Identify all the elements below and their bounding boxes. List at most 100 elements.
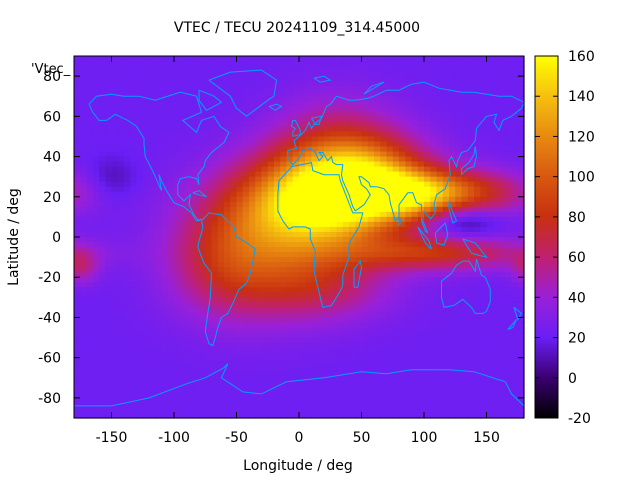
heatmap-cell (517, 257, 525, 263)
heatmap-cell (367, 211, 375, 218)
heatmap-cell (336, 302, 344, 308)
heatmap-cell (517, 161, 525, 168)
heatmap-cell (142, 126, 150, 133)
heatmap-cell (249, 216, 256, 223)
heatmap-cell (399, 342, 406, 349)
heatmap-cell (305, 242, 313, 248)
heatmap-cell (511, 151, 519, 158)
heatmap-cell (161, 181, 169, 188)
heatmap-cell (117, 191, 125, 198)
heatmap-cell (292, 307, 300, 314)
heatmap-cell (124, 211, 131, 218)
heatmap-cell (336, 86, 344, 92)
heatmap-cell (355, 116, 363, 122)
heatmap-cell (217, 267, 225, 273)
heatmap-cell (417, 161, 425, 168)
heatmap-cell (349, 226, 356, 233)
heatmap-cell (405, 206, 413, 213)
heatmap-cell (92, 151, 100, 158)
heatmap-cell (467, 377, 475, 384)
heatmap-cell (199, 156, 206, 163)
heatmap-cell (192, 201, 200, 208)
heatmap-cell (299, 342, 306, 349)
heatmap-cell (92, 257, 100, 263)
heatmap-cell (230, 387, 238, 394)
heatmap-cell (280, 66, 288, 72)
heatmap-cell (480, 66, 488, 72)
heatmap-cell (267, 161, 275, 168)
heatmap-cell (417, 352, 425, 359)
heatmap-cell (167, 126, 175, 133)
heatmap-cell (305, 362, 313, 369)
heatmap-cell (442, 166, 450, 173)
heatmap-cell (305, 181, 313, 188)
heatmap-cell (311, 332, 319, 339)
heatmap-cell (480, 226, 488, 233)
heatmap-cell (336, 237, 344, 243)
heatmap-cell (161, 382, 169, 389)
heatmap-cell (274, 181, 281, 188)
heatmap-cell (305, 126, 313, 133)
heatmap-cell (349, 171, 356, 178)
heatmap-cell (486, 377, 494, 384)
heatmap-cell (486, 347, 494, 354)
heatmap-cell (292, 191, 300, 198)
heatmap-cell (236, 292, 244, 298)
heatmap-cell (161, 56, 169, 62)
heatmap-cell (274, 267, 281, 273)
heatmap-cell (192, 181, 200, 188)
heatmap-cell (192, 61, 200, 67)
heatmap-cell (474, 226, 481, 233)
heatmap-cell (142, 362, 150, 369)
heatmap-cell (305, 377, 313, 384)
heatmap-cell (217, 76, 225, 82)
heatmap-cell (361, 282, 369, 288)
heatmap-cell (474, 216, 481, 223)
heatmap-cell (486, 342, 494, 349)
heatmap-cell (361, 66, 369, 72)
heatmap-cell (255, 71, 263, 77)
heatmap-cell (105, 317, 113, 324)
heatmap-cell (499, 392, 506, 399)
heatmap-cell (155, 247, 163, 253)
heatmap-cell (249, 111, 256, 117)
heatmap-cell (230, 176, 238, 183)
heatmap-cell (330, 181, 338, 188)
heatmap-cell (105, 171, 113, 178)
heatmap-cell (417, 221, 425, 228)
heatmap-cell (336, 201, 344, 208)
heatmap-cell (449, 347, 456, 354)
heatmap-cell (511, 161, 519, 168)
heatmap-cell (505, 332, 513, 339)
heatmap-cell (367, 106, 375, 112)
heatmap-cell (380, 257, 388, 263)
heatmap-cell (230, 247, 238, 253)
heatmap-cell (486, 116, 494, 122)
heatmap-cell (136, 166, 144, 173)
heatmap-cell (80, 71, 88, 77)
heatmap-cell (349, 231, 356, 238)
heatmap-cell (261, 302, 269, 308)
heatmap-cell (130, 181, 138, 188)
heatmap-cell (124, 91, 131, 97)
heatmap-cell (367, 287, 375, 293)
heatmap-cell (167, 337, 175, 344)
heatmap-cell (192, 392, 200, 399)
heatmap-cell (517, 156, 525, 163)
heatmap-cell (192, 382, 200, 389)
heatmap-cell (336, 181, 344, 188)
heatmap-cell (261, 216, 269, 223)
heatmap-cell (505, 312, 513, 319)
heatmap-cell (149, 387, 156, 394)
heatmap-cell (155, 106, 163, 112)
heatmap-cell (86, 372, 94, 379)
heatmap-cell (455, 56, 463, 62)
heatmap-cell (399, 171, 406, 178)
heatmap-cell (186, 231, 194, 238)
heatmap-cell (361, 292, 369, 298)
heatmap-cell (336, 397, 344, 404)
heatmap-cell (499, 136, 506, 143)
heatmap-cell (224, 221, 231, 228)
heatmap-cell (74, 111, 81, 117)
heatmap-cell (299, 297, 306, 303)
